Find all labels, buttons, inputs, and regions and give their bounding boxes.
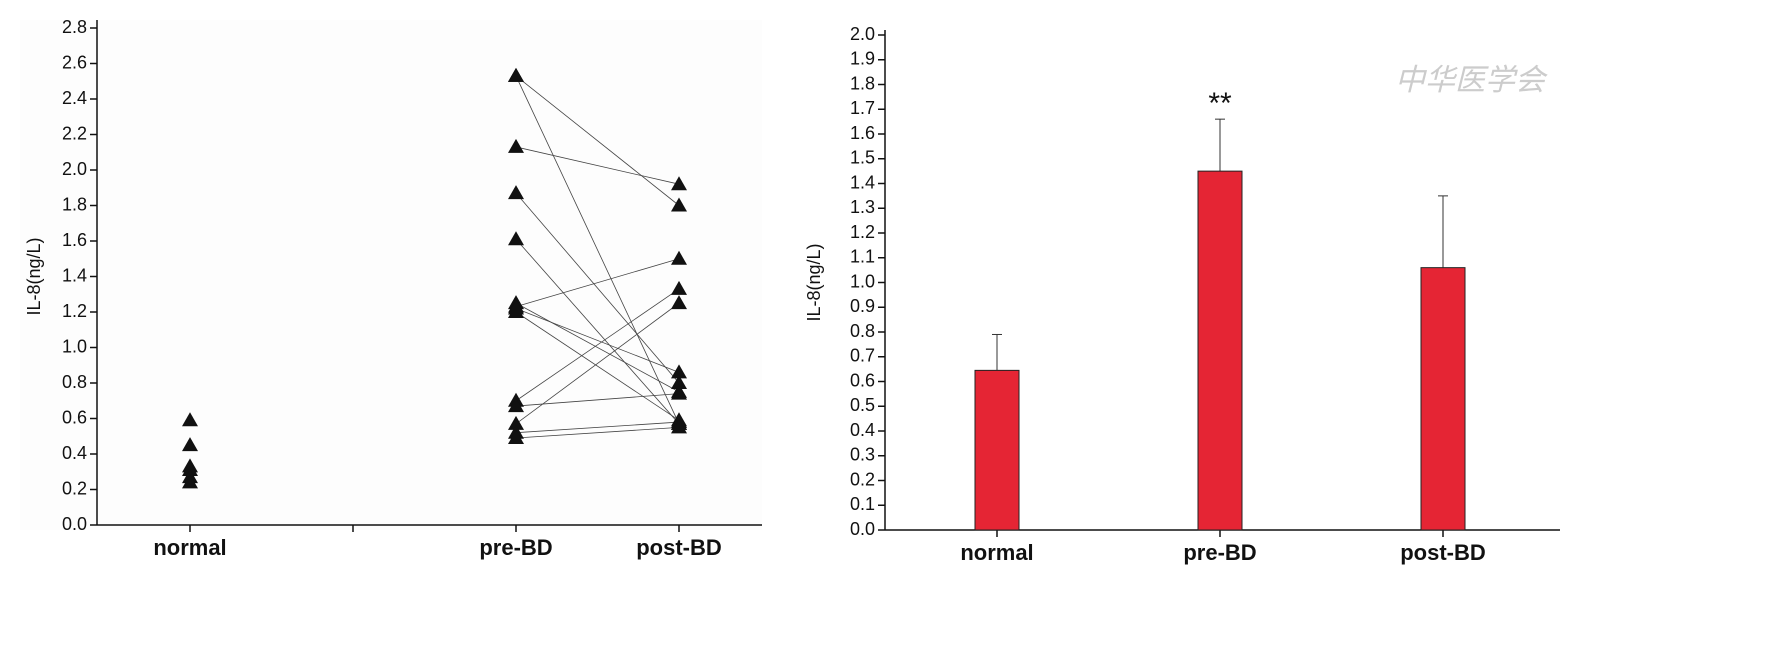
y-tick-label: 1.8 xyxy=(850,73,875,93)
y-tick-label: 2.8 xyxy=(62,17,87,37)
y-tick-label: 0.8 xyxy=(850,321,875,341)
pair-line xyxy=(515,426,680,439)
pair-line xyxy=(515,75,680,424)
y-tick-label: 0.2 xyxy=(62,478,87,498)
point xyxy=(508,415,524,430)
y-tick-label: 1.4 xyxy=(850,172,875,192)
pair-line xyxy=(515,238,680,425)
pair-line xyxy=(515,311,680,421)
point xyxy=(508,138,524,153)
x-tick-label: post-BD xyxy=(1400,540,1486,565)
x-tick-label: normal xyxy=(153,535,226,560)
y-tick-label: 2.2 xyxy=(62,123,87,143)
y-tick-label: 2.0 xyxy=(850,24,875,44)
point xyxy=(508,231,524,246)
pair-line xyxy=(515,146,680,185)
y-tick-label: 0.4 xyxy=(62,443,87,463)
pair-line xyxy=(515,192,680,384)
y-axis-label: IL-8(ng/L) xyxy=(804,243,824,321)
bar xyxy=(1197,170,1243,531)
y-tick-label: 0.6 xyxy=(62,407,87,427)
y-tick-label: 1.0 xyxy=(62,336,87,356)
y-tick-label: 0.4 xyxy=(850,420,875,440)
point xyxy=(508,300,524,315)
plot-background xyxy=(20,20,762,530)
point xyxy=(508,430,524,445)
y-tick-label: 0.9 xyxy=(850,296,875,316)
point xyxy=(182,461,198,476)
y-tick-label: 1.8 xyxy=(62,194,87,214)
y-tick-label: 1.6 xyxy=(62,230,87,250)
point xyxy=(671,419,687,434)
point xyxy=(671,197,687,212)
y-tick-label: 2.4 xyxy=(62,88,87,108)
pair-line xyxy=(515,302,680,425)
point xyxy=(671,385,687,400)
y-tick-label: 2.6 xyxy=(62,52,87,72)
y-tick-label: 0.7 xyxy=(850,346,875,366)
point xyxy=(671,176,687,191)
pair-line xyxy=(515,258,680,308)
y-tick-label: 0.8 xyxy=(62,372,87,392)
y-tick-label: 1.7 xyxy=(850,98,875,118)
bar xyxy=(1420,267,1466,531)
point xyxy=(508,185,524,200)
y-tick-label: 1.4 xyxy=(62,265,87,285)
y-tick-label: 1.3 xyxy=(850,197,875,217)
point xyxy=(508,67,524,82)
y-tick-label: 0.0 xyxy=(62,514,87,534)
point xyxy=(671,375,687,389)
point xyxy=(671,250,687,265)
y-tick-label: 0.5 xyxy=(850,395,875,415)
watermark: 中华医学会 xyxy=(1395,64,1548,97)
pair-line xyxy=(515,421,680,434)
pair-line xyxy=(515,308,680,373)
point xyxy=(182,474,198,489)
y-tick-label: 1.6 xyxy=(850,123,875,143)
point xyxy=(671,364,687,379)
y-tick-label: 0.0 xyxy=(850,519,875,539)
pair-line xyxy=(515,75,680,206)
point xyxy=(182,437,198,452)
x-tick-label: post-BD xyxy=(636,535,722,560)
y-tick-label: 1.2 xyxy=(62,301,87,321)
y-tick-label: 0.1 xyxy=(850,494,875,514)
x-tick-label: normal xyxy=(960,540,1033,565)
y-tick-label: 0.3 xyxy=(850,445,875,465)
point xyxy=(508,398,524,413)
annotation: ** xyxy=(1208,87,1232,120)
y-tick-label: 0.2 xyxy=(850,469,875,489)
y-tick-label: 0.6 xyxy=(850,370,875,390)
y-tick-label: 1.0 xyxy=(850,271,875,291)
x-tick-label: pre-BD xyxy=(1183,540,1256,565)
y-tick-label: 1.2 xyxy=(850,222,875,242)
y-tick-label: 1.9 xyxy=(850,49,875,69)
y-axis-label: IL-8(ng/L) xyxy=(24,237,44,315)
y-tick-label: 2.0 xyxy=(62,159,87,179)
point xyxy=(671,295,687,310)
x-tick-label: pre-BD xyxy=(479,535,552,560)
point xyxy=(182,412,198,427)
pair-line xyxy=(515,288,680,402)
bar xyxy=(974,369,1020,531)
point xyxy=(671,280,687,295)
y-tick-label: 1.5 xyxy=(850,148,875,168)
y-tick-label: 1.1 xyxy=(850,247,875,267)
pair-line xyxy=(515,302,680,393)
